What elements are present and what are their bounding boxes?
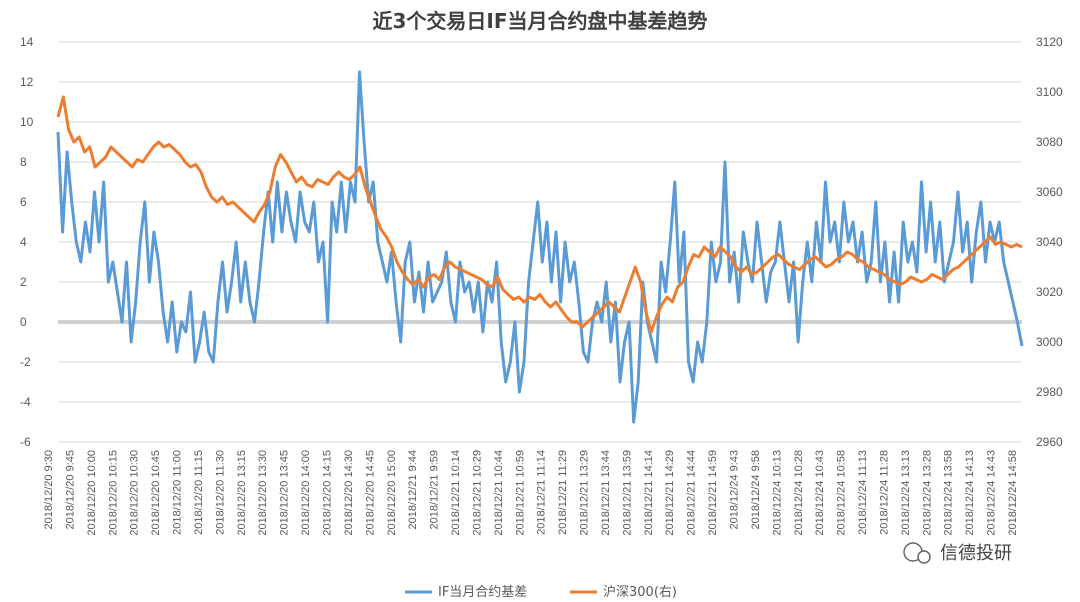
x-tick-label: 2018/12/24 9:43 (729, 450, 741, 530)
x-tick-label: 2018/12/21 9:59 (429, 450, 441, 530)
y-left-tick-label: 0 (20, 315, 27, 329)
legend: IF当月合约基差 沪深300(右) (405, 584, 677, 600)
y-axis-left: -6 -4 -2 0 2 4 6 8 10 12 14 (20, 35, 34, 449)
y-left-tick-label: 4 (20, 235, 27, 249)
y-left-tick-label: 2 (20, 275, 27, 289)
y-right-tick-label: 3100 (1036, 85, 1063, 99)
x-tick-label: 2018/12/24 13:28 (921, 450, 933, 536)
y-left-tick-label: 8 (20, 155, 27, 169)
y-right-tick-label: 3020 (1036, 285, 1063, 299)
x-tick-label: 2018/12/20 13:45 (279, 450, 291, 536)
x-tick-label: 2018/12/21 9:44 (407, 450, 419, 530)
x-tick-label: 2018/12/24 13:13 (900, 450, 912, 536)
x-tick-label: 2018/12/21 13:59 (621, 450, 633, 536)
chart-title: 近3个交易日IF当月合约盘中基差趋势 (372, 9, 707, 33)
x-tick-label: 2018/12/20 9:30 (43, 450, 55, 530)
y-right-tick-label: 2980 (1036, 385, 1063, 399)
y-right-tick-label: 3000 (1036, 335, 1063, 349)
y-left-tick-label: 6 (20, 195, 27, 209)
x-tick-label: 2018/12/21 10:29 (471, 450, 483, 536)
x-tick-label: 2018/12/24 10:58 (836, 450, 848, 536)
x-tick-label: 2018/12/21 14:14 (643, 450, 655, 536)
x-tick-label: 2018/12/20 14:30 (343, 450, 355, 536)
series-line-hs300 (56, 95, 1023, 334)
x-tick-label: 2018/12/24 11:28 (878, 450, 890, 535)
legend-label-hs300: 沪深300(右) (603, 584, 677, 600)
x-tick-label: 2018/12/21 13:29 (579, 450, 591, 536)
x-tick-label: 2018/12/24 14:43 (986, 450, 998, 536)
x-tick-label: 2018/12/20 13:15 (236, 450, 248, 536)
x-tick-label: 2018/12/20 14:00 (300, 450, 312, 536)
x-tick-label: 2018/12/20 15:00 (386, 450, 398, 536)
x-tick-label: 2018/12/24 9:58 (750, 450, 762, 530)
x-tick-label: 2018/12/24 11:13 (857, 450, 869, 535)
x-tick-label: 2018/12/24 10:13 (771, 450, 783, 536)
y-right-tick-label: 3080 (1036, 135, 1063, 149)
x-tick-label: 2018/12/21 14:29 (664, 450, 676, 536)
x-tick-label: 2018/12/20 14:45 (364, 450, 376, 536)
x-tick-label: 2018/12/20 9:45 (64, 450, 76, 530)
x-tick-label: 2018/12/21 10:44 (493, 450, 505, 536)
x-tick-label: 2018/12/20 11:00 (172, 450, 184, 535)
x-tick-label: 2018/12/24 10:28 (793, 450, 805, 536)
y-right-tick-label: 3040 (1036, 235, 1063, 249)
x-tick-label: 2018/12/24 14:13 (964, 450, 976, 536)
x-tick-label: 2018/12/21 14:44 (686, 450, 698, 536)
x-tick-label: 2018/12/20 13:30 (257, 450, 269, 536)
series-lines (56, 70, 1024, 424)
x-tick-label: 2018/12/20 11:30 (214, 450, 226, 535)
x-tick-label: 2018/12/21 13:44 (600, 450, 612, 536)
y-right-tick-label: 2960 (1036, 435, 1063, 449)
x-tick-label: 2018/12/21 11:29 (557, 450, 569, 535)
y-left-tick-label: -4 (20, 395, 31, 409)
y-right-tick-label: 3120 (1036, 35, 1063, 49)
x-tick-label: 2018/12/24 10:43 (814, 450, 826, 536)
y-axis-right: 2960 2980 3000 3020 3040 3060 3080 3100 3120 (1036, 35, 1063, 449)
y-right-tick-label: 3060 (1036, 185, 1063, 199)
y-left-tick-label: -2 (20, 355, 31, 369)
x-tick-label: 2018/12/20 10:00 (86, 450, 98, 536)
x-tick-label: 2018/12/24 13:58 (943, 450, 955, 536)
series-line-basis (56, 70, 1024, 424)
y-left-tick-label: -6 (20, 435, 31, 449)
x-tick-label: 2018/12/20 10:30 (129, 450, 141, 536)
legend-label-basis: IF当月合约基差 (438, 585, 527, 600)
x-axis: 2018/12/20 9:30 2018/12/20 9:45 2018/12/20… (43, 450, 1019, 536)
y-left-tick-label: 14 (20, 35, 34, 49)
x-tick-label: 2018/12/24 14:58 (1007, 450, 1019, 536)
wechat-icon-small (917, 550, 931, 564)
x-tick-label: 2018/12/20 10:15 (107, 450, 119, 536)
x-tick-label: 2018/12/20 14:15 (321, 450, 333, 536)
x-tick-label: 2018/12/21 11:14 (536, 450, 548, 535)
x-tick-label: 2018/12/21 10:59 (514, 450, 526, 536)
y-left-tick-label: 12 (20, 75, 34, 89)
x-tick-label: 2018/12/20 11:15 (193, 450, 205, 535)
x-tick-label: 2018/12/21 10:14 (450, 450, 462, 536)
watermark: 信德投研 (903, 542, 1012, 564)
y-left-tick-label: 10 (20, 115, 34, 129)
x-tick-label: 2018/12/21 14:59 (707, 450, 719, 536)
x-tick-label: 2018/12/20 10:45 (150, 450, 162, 536)
watermark-text: 信德投研 (940, 543, 1012, 564)
